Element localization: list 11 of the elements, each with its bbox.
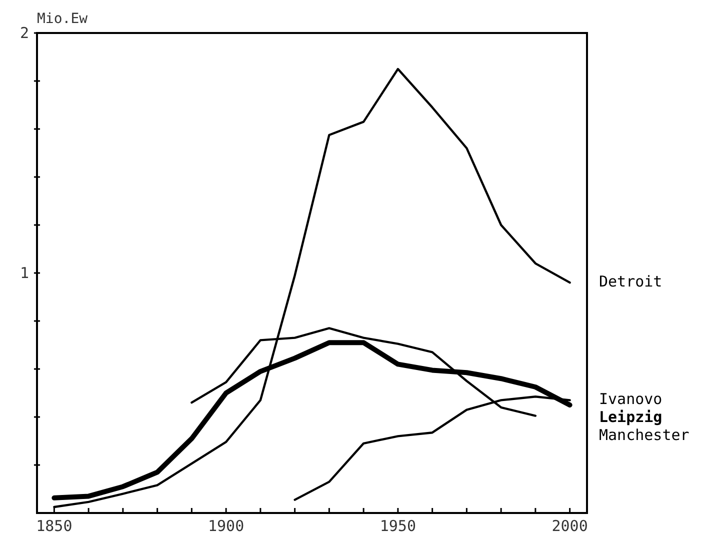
y-tick-label: 2 [20, 24, 29, 42]
series-label: Detroit [599, 272, 662, 291]
y-tick-label: 1 [20, 264, 29, 282]
y-axis-title: Mio.Ew [37, 11, 88, 27]
x-tick-label: 2000 [552, 517, 588, 535]
series-label: Leipzig [599, 408, 662, 426]
x-tick-label: 1850 [36, 517, 72, 535]
text: Manchester [599, 426, 690, 444]
series-label: Ivanovo [599, 390, 662, 408]
x-tick-label: 1950 [380, 517, 416, 535]
x-tick-label: 1900 [208, 517, 244, 535]
